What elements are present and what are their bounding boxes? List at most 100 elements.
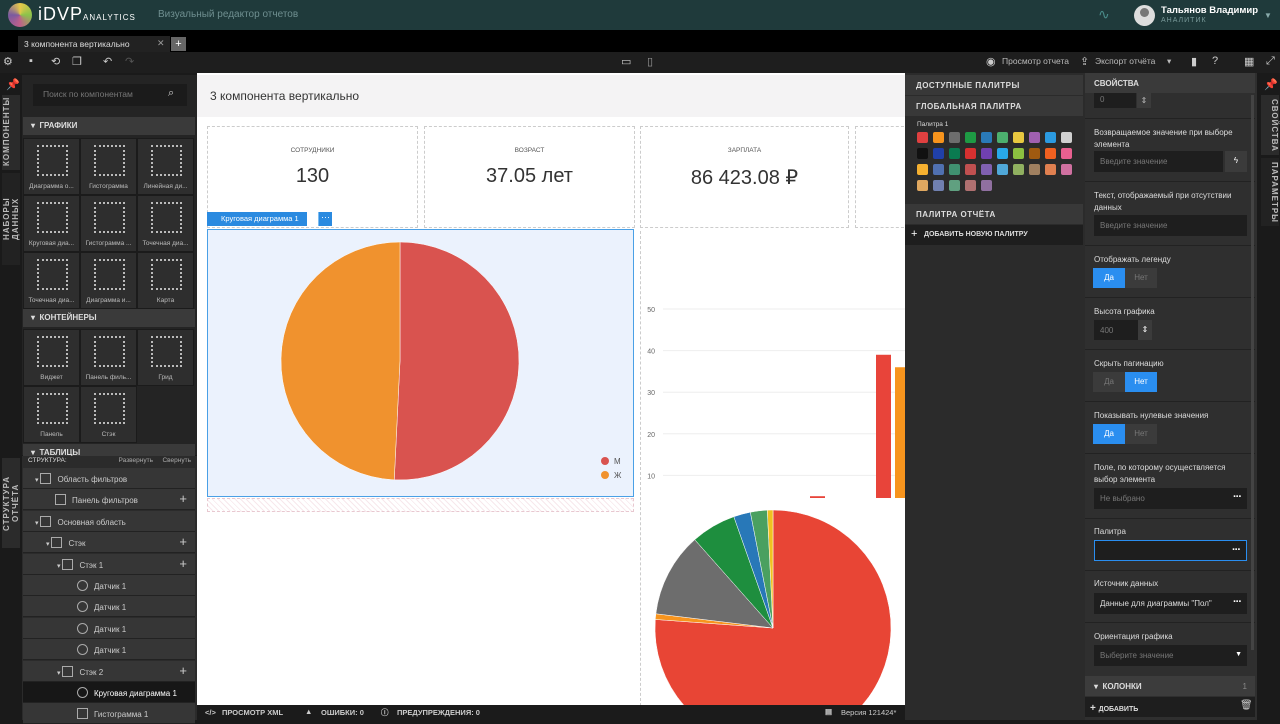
component-tile[interactable]: Круговая диа... <box>23 195 80 252</box>
tab-components[interactable]: КОМПОНЕНТЫ <box>2 95 20 170</box>
tab-parameters[interactable]: ПАРАМЕТРЫ <box>1261 158 1279 226</box>
component-tile[interactable]: Стэк <box>80 386 137 443</box>
structure-row[interactable]: ▾ Стэк + <box>23 532 195 554</box>
scrollbar[interactable] <box>1251 95 1254 650</box>
color-swatch[interactable] <box>1029 148 1040 159</box>
tab-structure[interactable]: СТРУКТУРА ОТЧЁТА <box>2 458 20 548</box>
pie-slice-1[interactable] <box>393 241 520 481</box>
errors-count[interactable]: ОШИБКИ: 0 <box>321 708 364 717</box>
kpi-partial[interactable] <box>855 126 905 228</box>
color-swatch[interactable] <box>997 164 1008 175</box>
structure-row[interactable]: ▾ Основная область <box>23 510 195 532</box>
activity-icon[interactable]: ∿ <box>1098 6 1110 22</box>
copy-icon[interactable]: ❐ <box>72 56 82 68</box>
bar-Ж-4[interactable] <box>895 367 905 498</box>
pin-icon[interactable]: 📌 <box>6 79 20 91</box>
nodata-text-input[interactable]: Введите значение <box>1094 215 1247 236</box>
color-swatch[interactable] <box>949 164 960 175</box>
report-canvas[interactable]: 3 компонента вертикально СОТРУДНИКИ 130 В… <box>197 73 905 705</box>
component-tile[interactable]: Панель <box>23 386 80 443</box>
palette-input[interactable]: ··· <box>1094 540 1247 561</box>
pie2-slice-1[interactable] <box>654 509 892 705</box>
color-swatch[interactable] <box>1013 148 1024 159</box>
return-value-input[interactable]: Введите значение <box>1094 151 1223 172</box>
more-icon[interactable]: ··· <box>318 212 332 226</box>
caret-icon[interactable]: ▾ <box>35 519 41 527</box>
drop-zone[interactable] <box>207 498 634 512</box>
component-tile[interactable]: Гистограмма ... <box>80 195 137 252</box>
component-tile[interactable]: Виджет <box>23 329 80 386</box>
number-input[interactable]: 0 <box>1094 93 1136 108</box>
save-icon[interactable]: ▪ <box>29 55 33 67</box>
xml-view-button[interactable]: ПРОСМОТР XML <box>222 708 284 717</box>
color-swatch[interactable] <box>917 148 928 159</box>
stepper-icon[interactable]: ⇕ <box>1137 93 1151 108</box>
selected-component-label[interactable]: Круговая диаграмма 1 <box>207 212 307 226</box>
color-swatch[interactable] <box>917 180 928 191</box>
color-swatch[interactable] <box>917 132 928 143</box>
component-tile[interactable]: Точечная диа... <box>23 252 80 309</box>
warnings-count[interactable]: ПРЕДУПРЕЖДЕНИЯ: 0 <box>397 708 480 717</box>
color-swatch[interactable] <box>933 132 944 143</box>
component-tile[interactable]: Панель филь... <box>80 329 137 386</box>
color-swatch[interactable] <box>1045 132 1056 143</box>
caret-icon[interactable]: ▾ <box>46 541 52 549</box>
color-swatch[interactable] <box>949 148 960 159</box>
color-swatch[interactable] <box>1061 132 1072 143</box>
book-icon[interactable]: ▮ <box>1191 56 1198 68</box>
bar-М-3[interactable] <box>810 496 825 498</box>
more-icon[interactable]: ··· <box>1233 596 1242 608</box>
tablet-icon[interactable]: ▯ <box>647 56 654 68</box>
bar-М-4[interactable] <box>876 354 891 498</box>
export-button[interactable]: Экспорт отчёта <box>1095 56 1156 66</box>
pie2-slice-7[interactable] <box>767 509 774 629</box>
color-swatch[interactable] <box>1029 132 1040 143</box>
caret-icon[interactable]: ▾ <box>57 669 63 677</box>
legend-label[interactable]: М <box>614 457 621 466</box>
tab-properties[interactable]: СВОЙСТВА <box>1261 95 1279 155</box>
redo-icon[interactable]: ↷ <box>125 56 135 68</box>
color-swatch[interactable] <box>949 132 960 143</box>
structure-row[interactable]: Круговая диаграмма 1 <box>23 682 195 703</box>
structure-row[interactable]: ▾ Область фильтров <box>23 468 195 489</box>
color-swatch[interactable] <box>1029 164 1040 175</box>
color-swatch[interactable] <box>933 180 944 191</box>
expand-all-link[interactable]: Развернуть <box>118 457 153 464</box>
color-swatch[interactable] <box>965 148 976 159</box>
color-swatch[interactable] <box>1045 164 1056 175</box>
collapse-all-link[interactable]: Свернуть <box>162 457 191 464</box>
kpi-employees[interactable]: СОТРУДНИКИ 130 <box>207 126 418 228</box>
component-tile[interactable]: Точечная диа... <box>137 195 194 252</box>
close-icon[interactable]: ✕ <box>157 38 165 48</box>
component-tile[interactable]: Грид <box>137 329 194 386</box>
component-tile[interactable]: Линейная ди... <box>137 138 194 195</box>
zero-no-button[interactable]: Нет <box>1125 424 1157 444</box>
add-palette-button[interactable]: + ДОБАВИТЬ НОВУЮ ПАЛИТРУ <box>905 225 1083 245</box>
user-name[interactable]: Тальянов Владимир <box>1161 5 1259 16</box>
color-swatch[interactable] <box>917 164 928 175</box>
color-swatch[interactable] <box>949 180 960 191</box>
component-tile[interactable]: Диаграмма о... <box>23 138 80 195</box>
structure-row[interactable]: Датчик 1 <box>23 596 195 618</box>
legend-no-button[interactable]: Нет <box>1125 268 1157 288</box>
undo-icon[interactable]: ↶ <box>103 56 113 68</box>
pie2-slice-3[interactable] <box>655 539 774 629</box>
color-swatch[interactable] <box>981 180 992 191</box>
columns-section[interactable]: ▾ КОЛОНКИ 1 <box>1085 676 1255 696</box>
chart-height-input[interactable]: 400 <box>1094 320 1138 340</box>
caret-icon[interactable]: ▾ <box>35 477 41 484</box>
color-swatch[interactable] <box>965 164 976 175</box>
search-icon[interactable]: ⌕ <box>168 87 175 99</box>
structure-row[interactable]: Датчик 1 <box>23 575 195 596</box>
search-input[interactable]: Поиск по компонентам <box>33 84 187 106</box>
add-column-button[interactable]: + ДОБАВИТЬ <box>1085 697 1255 717</box>
history-icon[interactable]: ⟲ <box>51 56 61 68</box>
add-icon[interactable]: + <box>179 555 187 571</box>
add-icon[interactable]: + <box>179 534 187 550</box>
tab-report[interactable]: 3 компонента вертикально <box>18 36 170 52</box>
color-swatch[interactable] <box>997 132 1008 143</box>
tab-datasets[interactable]: НАБОРЫ ДАННЫХ <box>2 173 20 265</box>
pagination-no-button[interactable]: Нет <box>1125 372 1157 392</box>
add-tab-button[interactable]: + <box>171 37 186 51</box>
legend-label[interactable]: Ж <box>614 471 622 480</box>
